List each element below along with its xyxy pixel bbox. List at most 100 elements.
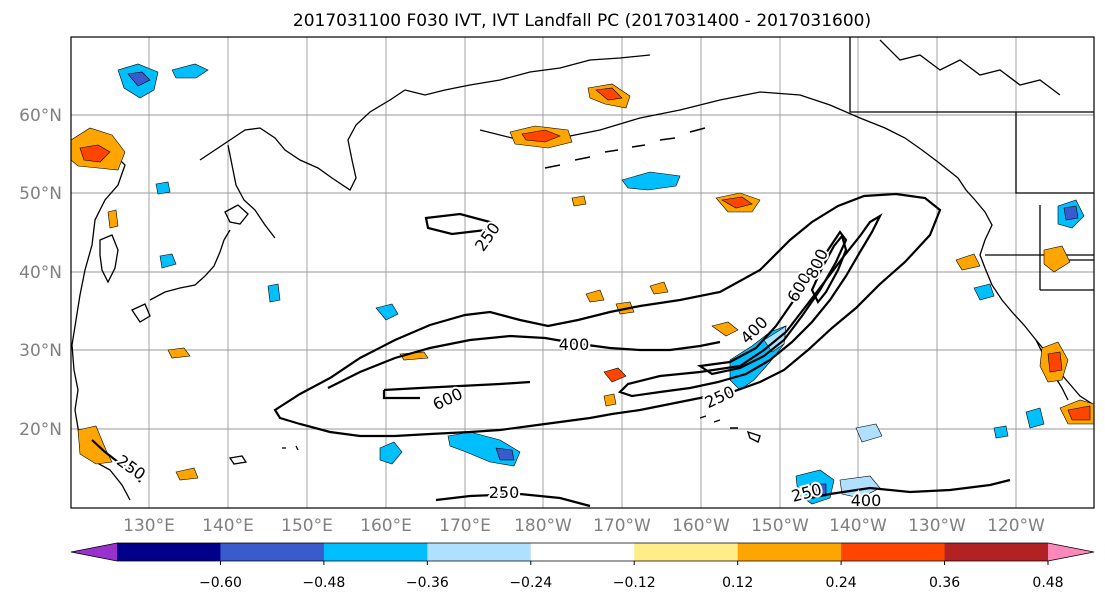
ivt-contour-250-west <box>91 439 141 483</box>
pc-patch-negative <box>171 63 209 79</box>
contour-label: 250 <box>489 483 520 502</box>
lon-label: 130°E <box>123 516 175 536</box>
pc-patch-positive <box>175 467 199 481</box>
pc-patch-positive <box>521 129 561 143</box>
coast-alaska-south <box>479 91 939 163</box>
pc-patch-positive <box>167 347 191 359</box>
colorbar-segment <box>427 543 532 561</box>
colorbar-tick-label: 0.48 <box>1032 575 1063 591</box>
coast-us-borders <box>985 205 1094 291</box>
lon-label: 180°W <box>514 516 572 536</box>
lon-label: 160°W <box>672 516 730 536</box>
lon-label: 140°E <box>202 516 254 536</box>
lon-label: 150°E <box>281 516 333 536</box>
coast-sakhalin-kurils <box>227 144 276 239</box>
ivt-contour-250-east <box>799 478 1011 502</box>
map-frame <box>70 36 1095 509</box>
pc-patch-negative <box>495 447 515 461</box>
lon-label: 140°W <box>829 516 887 536</box>
colorbar-tick-label: −0.36 <box>406 575 449 591</box>
lat-label: 60°N <box>19 106 62 126</box>
colorbar-tick-label: 0.36 <box>929 575 960 591</box>
coast-canada-interior <box>879 39 1061 96</box>
coast-hawaii <box>699 415 761 443</box>
lat-labels: 20°N 30°N 40°N 50°N 60°N <box>19 106 62 440</box>
pc-patch-negative <box>1063 205 1079 221</box>
coast-kamchatka <box>199 89 406 191</box>
pc-patch-positive <box>711 321 739 337</box>
lon-label: 120°W <box>987 516 1045 536</box>
pc-patch-positive <box>79 144 111 163</box>
gridlines <box>71 37 1094 508</box>
pc-patch-negative <box>155 181 281 303</box>
pc-patch-positive <box>721 196 753 209</box>
coast-west-pacific-islands <box>228 445 299 465</box>
ivt-contours <box>91 192 1011 508</box>
pc-patch-positive <box>1043 245 1071 273</box>
colorbar-segment <box>841 543 946 561</box>
colorbar-segment <box>737 543 842 561</box>
lon-label: 150°W <box>751 516 809 536</box>
colorbar-segment <box>530 543 635 561</box>
figure-title: 2017031100 F030 IVT, IVT Landfall PC (20… <box>293 11 871 31</box>
ivt-contour-250 <box>273 192 942 438</box>
lat-label: 20°N <box>19 420 62 440</box>
lat-label: 50°N <box>19 184 62 204</box>
colorbar: −0.60 −0.48 −0.36 −0.24 −0.12 0.12 0.24 0.36 0.4… <box>70 542 1095 591</box>
lon-labels: 130°E 140°E 150°E 160°E 170°E 180°W 170°… <box>123 516 1045 536</box>
lon-label: 130°W <box>908 516 966 536</box>
ivt-contour-400 <box>327 213 883 398</box>
colorbar-extend-low <box>71 543 117 561</box>
colorbar-tick-label: −0.48 <box>302 575 345 591</box>
pc-patch-positive <box>107 195 617 407</box>
pc-patch-negative <box>973 283 995 301</box>
ivt-contour-800 <box>810 233 848 305</box>
pc-patch-negative <box>621 171 681 191</box>
contour-label: 400 <box>559 335 590 354</box>
coast-japan-kyushu <box>131 303 151 323</box>
lon-label: 160°E <box>360 516 412 536</box>
lon-label: 170°W <box>593 516 651 536</box>
colorbar-tick-label: −0.60 <box>199 575 242 591</box>
coast-japan-honshu <box>149 229 231 301</box>
pc-patch-positive <box>603 367 627 383</box>
colorbar-segment <box>944 543 1049 561</box>
pc-patch-negative <box>379 441 403 465</box>
colorbar-segment <box>117 543 221 561</box>
coast-aleutians <box>544 127 706 169</box>
pc-patch-negative <box>375 303 399 321</box>
colorbar-tick-label: 0.12 <box>722 575 753 591</box>
lat-label: 40°N <box>19 263 62 283</box>
coast-alaska-panhandle <box>849 37 1094 194</box>
contour-label: 400 <box>851 491 882 510</box>
colorbar-tick-label: 0.24 <box>826 575 857 591</box>
pc-patch-positive <box>955 253 981 271</box>
coast-korea <box>99 234 119 284</box>
map-background <box>71 37 1094 508</box>
lat-label: 30°N <box>19 341 62 361</box>
pc-patch-negative <box>993 407 1045 439</box>
pc-patch-positive <box>1067 405 1091 421</box>
coast-japan-hokkaido <box>224 204 249 225</box>
colorbar-segment <box>323 543 428 561</box>
pc-patch-positive <box>595 87 623 101</box>
colorbar-extend-high <box>1048 543 1094 561</box>
pc-patch-negative <box>855 423 883 443</box>
colorbar-segment <box>634 543 739 561</box>
pc-patch-negative <box>809 483 827 497</box>
coast-bering <box>404 54 651 96</box>
colorbar-outline <box>70 542 1095 562</box>
colorbar-segments <box>71 543 1094 561</box>
ivt-contour-250-se <box>435 492 591 508</box>
pc-patch-negative <box>127 71 151 87</box>
colorbar-tick-label: −0.24 <box>509 575 552 591</box>
ivt-contour-600 <box>382 230 848 400</box>
lon-label: 170°E <box>439 516 491 536</box>
pc-patch-positive <box>77 425 113 465</box>
colorbar-segment <box>220 543 325 561</box>
pc-patch-positive <box>1047 351 1063 373</box>
colorbar-tick-label: −0.12 <box>613 575 656 591</box>
ivt-contour-250-north <box>424 212 492 236</box>
colorbar-ticks: −0.60 −0.48 −0.36 −0.24 −0.12 0.12 0.24 0.36 0.4… <box>199 561 1064 591</box>
